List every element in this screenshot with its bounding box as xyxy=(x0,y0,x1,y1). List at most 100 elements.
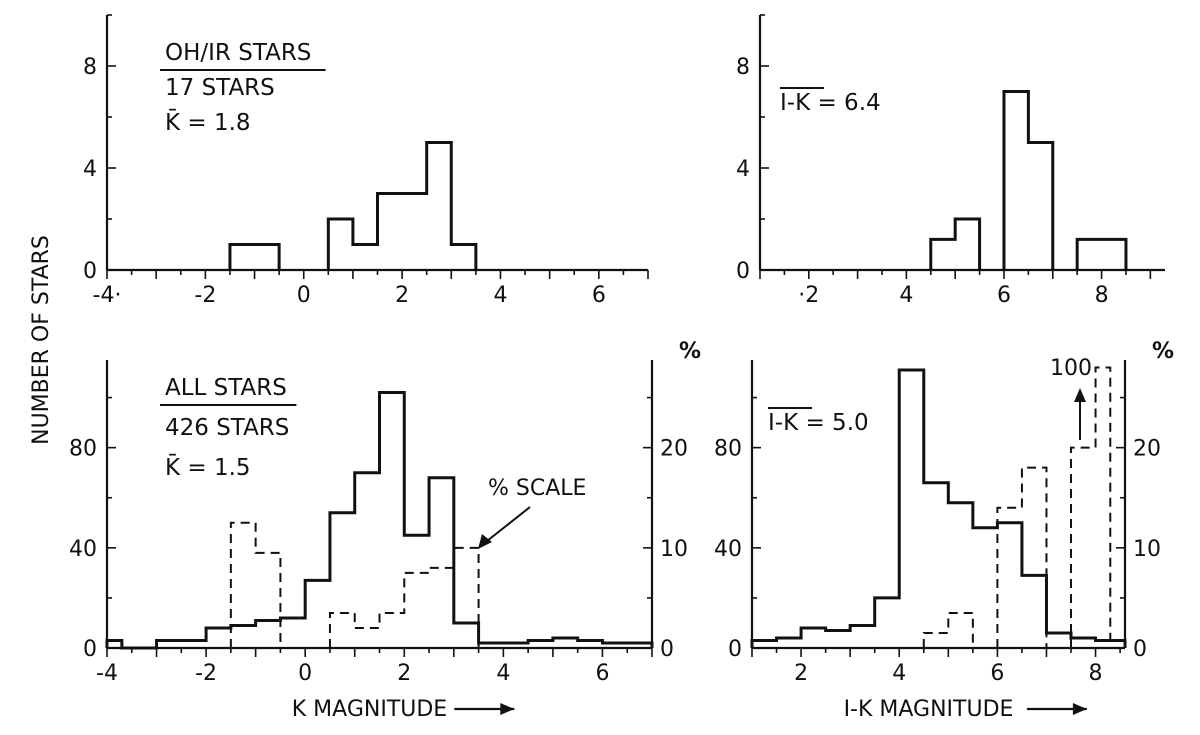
x-tick-label: 4 xyxy=(493,283,507,308)
x-tick-label: 4 xyxy=(496,661,510,686)
x-tick-label: -4 xyxy=(96,661,118,686)
count-bin xyxy=(973,528,998,648)
percent-bin xyxy=(404,573,429,648)
panel-annotation-line: OH/IR STARS xyxy=(165,40,311,66)
panel-annotation-line: 17 STARS xyxy=(165,75,275,101)
count-bin xyxy=(305,580,330,648)
y2-tick-label: 20 xyxy=(660,437,688,462)
count-bin xyxy=(578,640,603,648)
count-histogram-series xyxy=(105,391,654,650)
panel-oh-ir-k-histogram: -4· -2 0 2 4 6 0 4 8 OH/IR STARS 17 STARS K̄ = 1.8 xyxy=(83,14,649,308)
panel-annotation-line: I-K = 5.0 xyxy=(768,410,869,436)
y-tick-label: 0 xyxy=(728,637,742,662)
x-tick-label: 6 xyxy=(592,283,606,308)
x-tick-label: 6 xyxy=(990,661,1004,686)
count-bin xyxy=(107,640,122,648)
annotation-arrow-line xyxy=(481,506,531,546)
percent-bin xyxy=(924,633,949,648)
x-tick-label: 8 xyxy=(1089,661,1103,686)
count-bin xyxy=(1028,143,1052,271)
count-bin xyxy=(777,638,802,648)
percent-bin xyxy=(380,613,405,648)
percent-bin xyxy=(231,523,256,648)
x-tick-label: 2 xyxy=(397,661,411,686)
x-tick-label: -2 xyxy=(194,283,216,308)
y-tick-label: 0 xyxy=(83,637,97,662)
count-bin xyxy=(378,194,427,271)
count-bin xyxy=(850,625,875,648)
count-histogram-series xyxy=(228,141,478,270)
overflow-value-annotation: 100 xyxy=(1050,356,1092,381)
count-bin xyxy=(355,473,380,648)
count-bin xyxy=(1046,633,1071,648)
percent-histogram-series xyxy=(922,366,1112,648)
count-histogram-series xyxy=(750,368,1127,648)
x-tick-label: 8 xyxy=(1095,283,1109,308)
y2-axis-label: % xyxy=(679,339,701,364)
panel-oh-ir-ik-histogram: ·2 4 6 8 0 4 8 I-K = 6.4 xyxy=(736,14,1165,308)
y2-tick-label: 10 xyxy=(1133,537,1161,562)
panel-annotation-line: K̄ = 1.8 xyxy=(165,108,251,136)
x-tick-label: 4 xyxy=(899,283,913,308)
panel-all-stars-k-histogram: -4 -2 0 2 4 6 0 40 80 0 10 20% ALL STARS 426 STARS K̄ … xyxy=(69,339,701,722)
x-tick-label: -4· xyxy=(93,283,122,308)
percent-bin xyxy=(429,568,454,648)
count-bin xyxy=(801,628,826,648)
panel-annotation-line: I-K = 6.4 xyxy=(780,90,881,116)
x-tick-label: 2 xyxy=(395,283,409,308)
panel-annotation-line: K̄ = 1.5 xyxy=(165,453,251,481)
x-axis-arrow-head xyxy=(500,703,515,715)
y-tick-label: 8 xyxy=(83,55,97,80)
count-bin xyxy=(479,643,529,648)
y2-axis-label: % xyxy=(1152,339,1174,364)
count-bin xyxy=(602,643,652,648)
count-histogram-series xyxy=(929,90,1128,270)
y2-tick-label: 20 xyxy=(1133,437,1161,462)
panel-annotation-line: ALL STARS xyxy=(165,375,287,401)
y-tick-label: 0 xyxy=(83,259,97,284)
annotation-arrow-head xyxy=(478,534,492,549)
count-bin xyxy=(157,640,207,648)
percent-bin xyxy=(1022,468,1047,648)
count-bin xyxy=(328,219,353,270)
count-bin xyxy=(230,245,279,271)
x-tick-label: 0 xyxy=(298,661,312,686)
percent-scale-annotation: % SCALE xyxy=(488,476,586,501)
percent-bin xyxy=(948,613,973,648)
count-bin xyxy=(752,640,777,648)
y-tick-label: 4 xyxy=(83,157,97,182)
y2-tick-label: 0 xyxy=(660,637,674,662)
count-bin xyxy=(528,640,553,648)
y2-tick-label: 0 xyxy=(1133,637,1147,662)
x-tick-label: 0 xyxy=(297,283,311,308)
x-tick-label: ·2 xyxy=(798,283,819,308)
count-bin xyxy=(553,638,578,648)
x-axis-label: I-K MAGNITUDE xyxy=(844,697,1014,722)
count-bin xyxy=(931,239,955,270)
percent-bin xyxy=(256,553,281,648)
percent-bin xyxy=(997,508,1022,648)
count-bin xyxy=(1077,239,1126,270)
overflow-arrow-head xyxy=(1074,388,1086,402)
y-tick-label: 40 xyxy=(69,537,97,562)
y-tick-label: 4 xyxy=(736,157,750,182)
percent-bin xyxy=(1096,368,1111,648)
y-tick-label: 0 xyxy=(736,259,750,284)
count-bin xyxy=(451,245,476,271)
y-tick-label: 40 xyxy=(714,537,742,562)
x-tick-label: 6 xyxy=(997,283,1011,308)
count-bin xyxy=(280,618,305,648)
percent-bin xyxy=(1071,448,1096,648)
percent-bin xyxy=(355,628,380,648)
panel-annotation-line: 426 STARS xyxy=(165,415,289,441)
x-tick-label: 6 xyxy=(595,661,609,686)
x-tick-label: -2 xyxy=(195,661,217,686)
y2-tick-label: 10 xyxy=(660,537,688,562)
percent-histogram-series xyxy=(229,521,480,648)
x-axis-label: K MAGNITUDE xyxy=(292,697,447,722)
count-bin xyxy=(1004,92,1028,271)
x-tick-label: 2 xyxy=(794,661,808,686)
x-axis-arrow-head xyxy=(1072,703,1087,715)
